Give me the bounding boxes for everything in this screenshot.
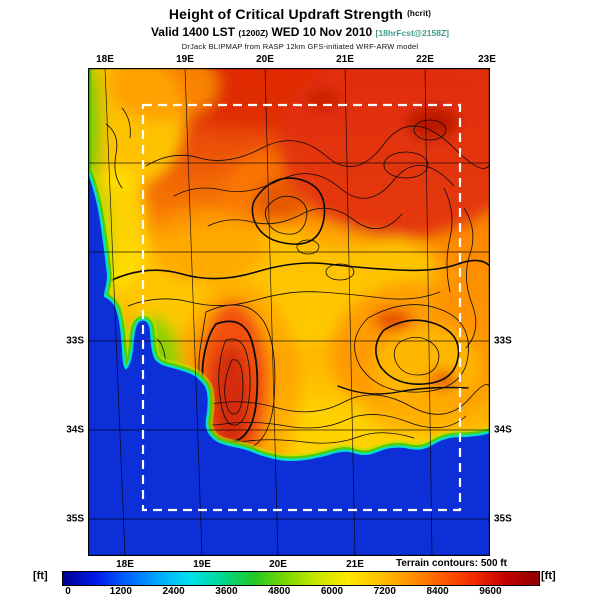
colorbar-tick-6000: 6000 (320, 586, 344, 597)
colorbar-unit-right: [ft] (541, 570, 556, 582)
lon-label-top-22E: 22E (416, 54, 434, 65)
lat-label-left-34S: 34S (66, 424, 84, 436)
valid-zulu: (1200Z) (238, 27, 269, 38)
lon-label-bottom-18E: 18E (116, 559, 134, 570)
map-svg (88, 68, 490, 556)
title-param: (hcrit) (407, 9, 432, 18)
header: Height of Critical Updraft Strength (hcr… (0, 6, 600, 51)
lon-label-bottom-20E: 20E (269, 559, 287, 570)
colorbar-tick-7200: 7200 (373, 586, 396, 597)
ocean (88, 170, 490, 556)
lat-label-right-33S: 33S (494, 335, 512, 347)
lon-label-bottom-21E: 21E (346, 559, 364, 570)
colorbar (62, 571, 540, 586)
lon-label-top-19E: 19E (176, 54, 194, 65)
colorbar-tick-3600: 3600 (215, 586, 238, 597)
model-domain-box (141, 103, 462, 512)
terrain-note: Terrain contours: 500 ft (396, 558, 507, 569)
lon-label-top-18E: 18E (96, 54, 114, 65)
map: 18E 19E 20E 21E 22E 23E 18E 19E 20E 21E 33S 34S 35S 3… (66, 54, 512, 570)
valid-date: WED 10 Nov 2010 (271, 24, 373, 39)
lat-label-right-35S: 35S (494, 513, 512, 525)
page-title: Height of Critical Updraft Strength (hcr… (0, 6, 600, 24)
valid-fcst: [18hrFcst@2158Z] (375, 27, 450, 38)
colorbar-tick-4800: 4800 (268, 586, 291, 597)
lat-label-left-33S: 33S (66, 335, 84, 347)
lon-label-top-23E: 23E (478, 54, 496, 65)
lon-label-top-20E: 20E (256, 54, 274, 65)
colorbar-unit-left: [ft] (33, 570, 48, 582)
valid-prefix: Valid 1400 LST (150, 24, 236, 39)
colorbar-tick-labels: 0 1200 2400 3600 4800 6000 7200 8400 9600 (62, 586, 542, 598)
colorbar-tick-8400: 8400 (426, 586, 449, 597)
terrain-field-blobs (88, 68, 490, 493)
title-text: Height of Critical Updraft Strength (168, 6, 403, 22)
colorbar-tick-9600: 9600 (479, 586, 502, 597)
latlon-grid (88, 68, 490, 556)
lon-label-top-21E: 21E (336, 54, 354, 65)
lon-label-bottom-19E: 19E (193, 559, 211, 570)
map-border (88, 68, 490, 556)
lat-label-right-34S: 34S (494, 424, 512, 436)
valid-line: Valid 1400 LST (1200Z) WED 10 Nov 2010 [… (0, 25, 600, 40)
colorbar-tick-2400: 2400 (162, 586, 185, 597)
axis-labels: 18E 19E 20E 21E 22E 23E 18E 19E 20E 21E 33S 34S 35S 3… (66, 54, 512, 570)
lat-label-left-35S: 35S (66, 513, 84, 525)
colorbar-tick-0: 0 (65, 586, 71, 597)
model-credit: DrJack BLIPMAP from RASP 12km GFS-initia… (181, 41, 419, 51)
colorbar-tick-1200: 1200 (109, 586, 132, 597)
